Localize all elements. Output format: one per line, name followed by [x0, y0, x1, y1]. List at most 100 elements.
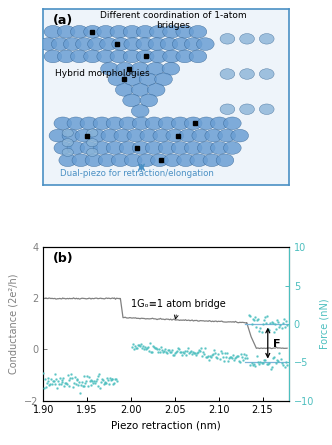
Circle shape	[87, 139, 98, 147]
Circle shape	[97, 25, 115, 38]
Circle shape	[151, 154, 168, 166]
Circle shape	[57, 50, 75, 63]
Circle shape	[190, 154, 208, 166]
Circle shape	[80, 117, 98, 129]
Text: (b): (b)	[53, 252, 74, 265]
Circle shape	[123, 25, 141, 38]
Circle shape	[147, 84, 165, 96]
Circle shape	[85, 154, 103, 166]
Circle shape	[197, 38, 214, 50]
Circle shape	[131, 84, 149, 96]
Circle shape	[148, 38, 166, 50]
Text: $\mathbf{F}$: $\mathbf{F}$	[272, 337, 281, 349]
Circle shape	[62, 148, 73, 156]
Circle shape	[111, 154, 129, 166]
Circle shape	[223, 142, 241, 154]
Y-axis label: Conductance (2e²/h): Conductance (2e²/h)	[8, 274, 18, 374]
Circle shape	[131, 105, 149, 117]
Text: Dual-piezo for retraction/elongation: Dual-piezo for retraction/elongation	[59, 169, 213, 178]
Circle shape	[62, 139, 73, 147]
Circle shape	[44, 50, 62, 63]
Circle shape	[112, 38, 129, 50]
Circle shape	[210, 117, 228, 129]
Circle shape	[162, 62, 180, 75]
Circle shape	[176, 50, 194, 63]
Circle shape	[240, 69, 254, 79]
Circle shape	[116, 84, 133, 96]
Circle shape	[140, 129, 158, 142]
Circle shape	[98, 154, 116, 166]
Circle shape	[110, 50, 128, 63]
Circle shape	[240, 33, 254, 44]
Circle shape	[97, 50, 115, 63]
Circle shape	[220, 33, 235, 44]
Circle shape	[147, 62, 164, 75]
Circle shape	[87, 129, 98, 137]
Circle shape	[149, 50, 167, 63]
Circle shape	[88, 38, 105, 50]
Circle shape	[198, 142, 215, 154]
Text: Hybrid morphologies: Hybrid morphologies	[55, 69, 150, 78]
Circle shape	[192, 129, 209, 142]
Circle shape	[54, 117, 72, 129]
Circle shape	[72, 154, 90, 166]
Circle shape	[108, 73, 126, 85]
Circle shape	[87, 148, 98, 156]
Circle shape	[106, 117, 124, 129]
Circle shape	[231, 129, 249, 142]
Circle shape	[123, 94, 140, 107]
Circle shape	[140, 94, 158, 107]
Circle shape	[63, 38, 81, 50]
Circle shape	[49, 129, 67, 142]
Circle shape	[119, 117, 137, 129]
Circle shape	[136, 50, 154, 63]
Y-axis label: Force (nN): Force (nN)	[320, 299, 330, 349]
Circle shape	[259, 33, 274, 44]
Circle shape	[203, 154, 221, 166]
Circle shape	[184, 117, 202, 129]
Circle shape	[127, 129, 145, 142]
Circle shape	[67, 117, 85, 129]
Circle shape	[59, 154, 77, 166]
Circle shape	[139, 73, 157, 85]
Circle shape	[158, 117, 176, 129]
Circle shape	[80, 142, 98, 154]
Circle shape	[177, 154, 195, 166]
Circle shape	[184, 142, 202, 154]
Circle shape	[75, 129, 93, 142]
Circle shape	[67, 142, 85, 154]
Circle shape	[149, 25, 167, 38]
Circle shape	[93, 142, 111, 154]
Circle shape	[124, 154, 142, 166]
Circle shape	[259, 104, 274, 114]
Circle shape	[136, 38, 154, 50]
Circle shape	[240, 104, 254, 114]
Circle shape	[106, 142, 124, 154]
Circle shape	[110, 25, 128, 38]
Circle shape	[259, 69, 274, 79]
Circle shape	[124, 73, 141, 85]
Circle shape	[171, 142, 189, 154]
Circle shape	[51, 38, 69, 50]
Circle shape	[216, 154, 234, 166]
Circle shape	[93, 117, 111, 129]
Circle shape	[75, 38, 93, 50]
Circle shape	[88, 129, 106, 142]
Circle shape	[145, 117, 163, 129]
Circle shape	[184, 38, 202, 50]
Circle shape	[131, 62, 149, 75]
Circle shape	[166, 129, 184, 142]
Circle shape	[198, 117, 215, 129]
Circle shape	[123, 50, 141, 63]
Text: Different coordination of 1-atom
bridges: Different coordination of 1-atom bridges	[100, 11, 247, 30]
Circle shape	[70, 25, 88, 38]
Circle shape	[57, 25, 75, 38]
Circle shape	[163, 50, 180, 63]
Circle shape	[179, 129, 197, 142]
Circle shape	[164, 154, 181, 166]
Circle shape	[189, 25, 207, 38]
Circle shape	[210, 142, 228, 154]
Circle shape	[218, 129, 236, 142]
Circle shape	[54, 142, 72, 154]
Circle shape	[62, 129, 73, 137]
